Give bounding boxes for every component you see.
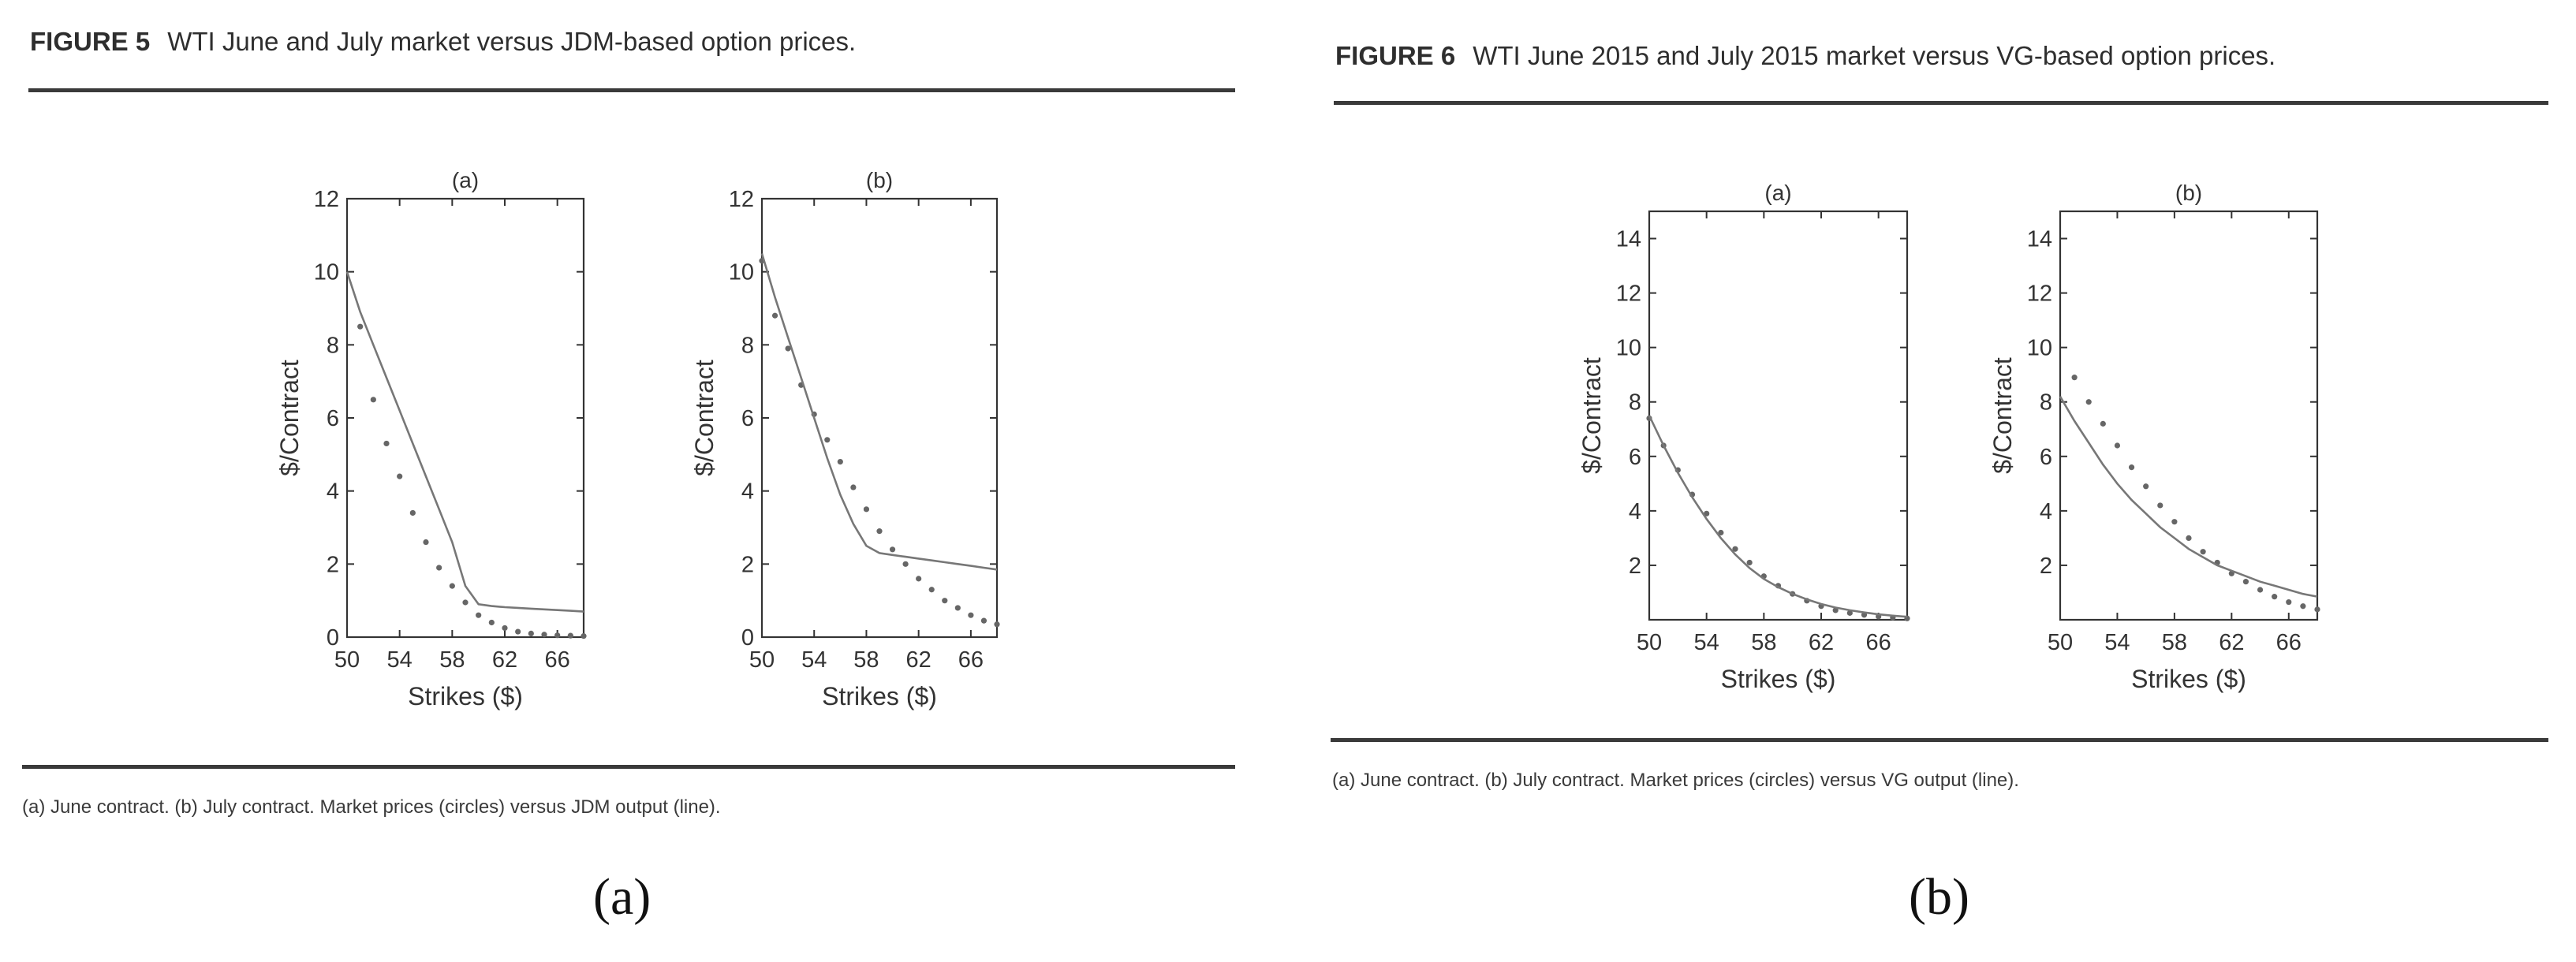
- figure-6-panel: FIGURE 6 WTI June 2015 and July 2015 mark…: [1288, 0, 2576, 962]
- figure-5-bottom-rule: [22, 765, 1235, 769]
- panel-a-label: (a): [593, 868, 651, 926]
- figure-6-bottom-rule: [1331, 738, 2548, 742]
- figure-6-top-rule: [1334, 101, 2548, 105]
- figure-5-title: FIGURE 5 WTI June and July market versus …: [30, 27, 856, 57]
- figure-5-top-rule: [28, 88, 1235, 92]
- figure-5-title-text: WTI June and July market versus JDM-base…: [167, 27, 857, 56]
- figure-6-number: FIGURE 6: [1335, 41, 1456, 70]
- figure-5-panel: FIGURE 5 WTI June and July market versus …: [22, 27, 1235, 926]
- figure-6-title: FIGURE 6 WTI June 2015 and July 2015 mark…: [1335, 41, 2275, 71]
- figure-6-title-text: WTI June 2015 and July 2015 market versu…: [1473, 41, 2276, 70]
- figure-6-caption: (a) June contract. (b) July contract. Ma…: [1332, 770, 2019, 791]
- figure-5-number: FIGURE 5: [30, 27, 151, 56]
- panel-b-label: (b): [1909, 868, 1969, 926]
- figure-5-caption: (a) June contract. (b) July contract. Ma…: [22, 796, 721, 818]
